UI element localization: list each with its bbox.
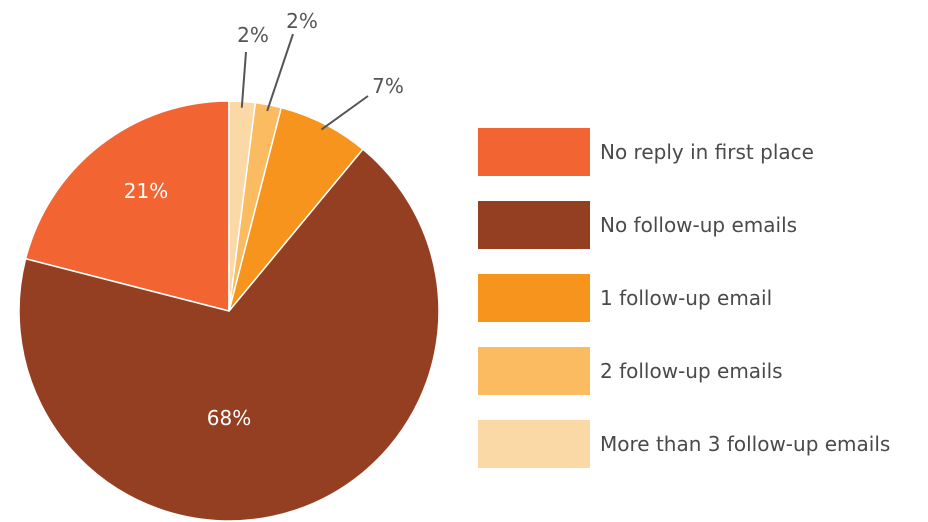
legend-label-1-follow-up-email: 1 follow-up email [600, 286, 772, 310]
leader-line-more-than-3-follow-up-emails [240, 51, 247, 108]
legend-item-1-follow-up-email: 1 follow-up email [478, 274, 772, 322]
slice-label-more-than-3-follow-up-emails: 2% [237, 23, 269, 47]
slice-label-2-follow-up-emails: 2% [286, 9, 318, 33]
legend-label-more-than-3-follow-up-emails: More than 3 follow-up emails [600, 432, 890, 456]
slice-label-1-follow-up-email: 7% [372, 74, 404, 98]
leader-line-1-follow-up-email [320, 95, 369, 131]
legend-item-no-reply-in-first-place: No reply in first place [478, 128, 814, 176]
legend-item-no-follow-up-emails: No follow-up emails [478, 201, 797, 249]
slice-label-no-reply-in-first-place: 21% [124, 179, 168, 203]
pie-slice-no-reply-in-first-place [24, 100, 230, 312]
legend-label-no-reply-in-first-place: No reply in first place [600, 140, 814, 164]
legend-swatch-no-reply-in-first-place [478, 128, 590, 176]
legend-item-more-than-3-follow-up-emails: More than 3 follow-up emails [478, 420, 890, 468]
slice-label-no-follow-up-emails: 68% [207, 406, 251, 430]
legend-item-2-follow-up-emails: 2 follow-up emails [478, 347, 783, 395]
legend-swatch-more-than-3-follow-up-emails [478, 420, 590, 468]
leader-line-2-follow-up-emails [266, 33, 294, 112]
legend-label-no-follow-up-emails: No follow-up emails [600, 213, 797, 237]
leader-lines [240, 33, 369, 131]
pie-slices [18, 100, 440, 522]
legend-swatch-1-follow-up-email [478, 274, 590, 322]
pie-slice-no-follow-up-emails [18, 148, 440, 522]
legend-label-2-follow-up-emails: 2 follow-up emails [600, 359, 783, 383]
legend: No reply in first place No follow-up emai… [478, 128, 890, 468]
legend-swatch-no-follow-up-emails [478, 201, 590, 249]
legend-swatch-2-follow-up-emails [478, 347, 590, 395]
slice-labels: 21% 68% 7% 2% 2% [124, 9, 404, 430]
